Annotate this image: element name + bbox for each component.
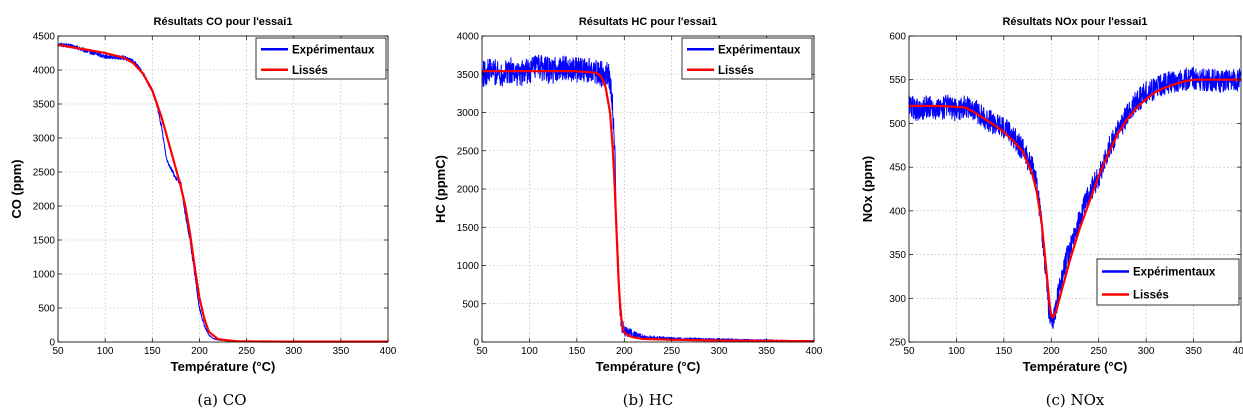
x-tick-label: 150 xyxy=(144,346,161,357)
x-tick-label: 400 xyxy=(380,346,397,357)
x-tick-label: 150 xyxy=(569,346,586,357)
y-tick-label: 2000 xyxy=(457,185,480,196)
legend: Expérimentaux Lissés xyxy=(1096,258,1240,306)
figure-caption: (a) CO xyxy=(197,391,246,409)
y-tick-label: 500 xyxy=(462,299,479,310)
series-line-experimental xyxy=(908,66,1242,329)
y-tick-label: 450 xyxy=(889,163,906,174)
chart-panel-3: 50 100 150 200 250 300 350 400 250 300 350 400 450 50… xyxy=(860,16,1243,409)
axes-box xyxy=(908,35,1242,343)
x-axis-label: Température (°C) xyxy=(1023,359,1128,374)
y-tick-label: 300 xyxy=(889,294,906,305)
y-tick-label: 2000 xyxy=(33,202,56,213)
y-tick-label: 350 xyxy=(889,250,906,261)
y-tick-label: 2500 xyxy=(457,146,480,157)
figure-caption: (b) HC xyxy=(623,391,674,409)
x-tick-label: 50 xyxy=(52,346,64,357)
x-tick-label: 250 xyxy=(238,346,255,357)
x-tick-label: 50 xyxy=(476,346,488,357)
figure-caption: (c) NOx xyxy=(1046,391,1105,409)
series-line-smoothed xyxy=(481,70,815,343)
y-tick-label: 2500 xyxy=(33,168,56,179)
x-axis-label: Température (°C) xyxy=(596,359,701,374)
x-tick-label: 100 xyxy=(521,346,538,357)
chart-title: Résultats CO pour l'essai1 xyxy=(154,16,293,28)
y-tick-label: 0 xyxy=(49,338,55,349)
legend-label: Expérimentaux xyxy=(292,44,375,56)
chart-title: Résultats NOx pour l'essai1 xyxy=(1002,16,1147,28)
plot-area xyxy=(58,36,388,342)
y-tick-label: 600 xyxy=(889,32,906,43)
y-tick-label: 550 xyxy=(889,75,906,86)
y-tick-label: 1000 xyxy=(457,261,480,272)
y-tick-label: 3500 xyxy=(457,70,480,81)
y-axis-label: HC (ppmC) xyxy=(433,155,448,223)
y-axis-label: NOx (ppm) xyxy=(860,156,875,222)
chart-panel-1: 50 100 150 200 250 300 350 40005001000150020002… xyxy=(9,16,397,409)
series-line-smoothed xyxy=(908,78,1242,319)
legend-box xyxy=(681,37,813,80)
y-tick-label: 250 xyxy=(889,338,906,349)
axes-box xyxy=(57,35,389,343)
x-tick-label: 200 xyxy=(1043,346,1060,357)
x-tick-label: 300 xyxy=(1138,346,1155,357)
legend: Expérimentaux Lissés xyxy=(681,37,813,80)
legend-box xyxy=(1096,258,1240,306)
legend-label: Lissés xyxy=(718,65,754,77)
y-tick-label: 4000 xyxy=(457,32,480,43)
x-tick-label: 300 xyxy=(711,346,728,357)
chart-title: Résultats HC pour l'essai1 xyxy=(579,16,717,28)
y-tick-label: 500 xyxy=(38,304,55,315)
y-tick-label: 3000 xyxy=(457,108,480,119)
y-axis-label: CO (ppm) xyxy=(9,159,24,218)
x-tick-label: 100 xyxy=(948,346,965,357)
x-tick-label: 300 xyxy=(285,346,302,357)
x-tick-label: 400 xyxy=(1233,346,1243,357)
y-tick-label: 1000 xyxy=(33,270,56,281)
x-tick-label: 400 xyxy=(806,346,823,357)
legend-label: Expérimentaux xyxy=(718,44,801,56)
legend: Expérimentaux Lissés xyxy=(255,37,387,80)
x-tick-label: 350 xyxy=(333,346,350,357)
y-tick-label: 400 xyxy=(889,206,906,217)
x-tick-label: 50 xyxy=(903,346,915,357)
chart-panel-2: 50 100 150 200 250 300 350 40005001000150020002… xyxy=(433,16,823,409)
y-tick-label: 4000 xyxy=(33,66,56,77)
y-tick-label: 3000 xyxy=(33,134,56,145)
legend-label: Expérimentaux xyxy=(1133,267,1216,279)
y-tick-label: 3500 xyxy=(33,100,56,111)
x-tick-label: 350 xyxy=(758,346,775,357)
x-tick-label: 200 xyxy=(616,346,633,357)
y-tick-label: 1500 xyxy=(457,223,480,234)
x-tick-label: 100 xyxy=(97,346,114,357)
x-tick-label: 200 xyxy=(191,346,208,357)
x-tick-label: 250 xyxy=(663,346,680,357)
legend-label: Lissés xyxy=(1133,290,1169,302)
legend-box xyxy=(255,37,387,80)
x-tick-label: 150 xyxy=(996,346,1013,357)
x-tick-label: 350 xyxy=(1185,346,1202,357)
x-axis-label: Température (°C) xyxy=(171,359,276,374)
x-tick-label: 250 xyxy=(1090,346,1107,357)
y-tick-label: 500 xyxy=(889,119,906,130)
y-tick-label: 0 xyxy=(473,338,479,349)
legend-label: Lissés xyxy=(292,65,328,77)
plot-area xyxy=(482,36,814,342)
y-tick-label: 1500 xyxy=(33,236,56,247)
y-tick-label: 4500 xyxy=(33,32,56,43)
